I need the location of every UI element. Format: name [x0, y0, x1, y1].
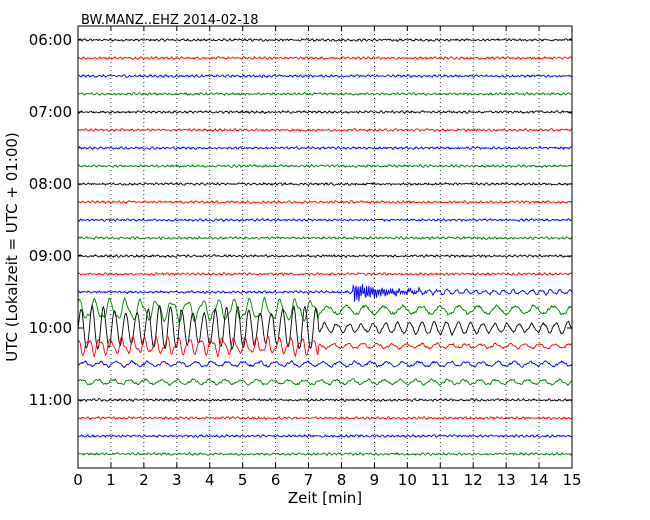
- x-tick-label: 7: [304, 471, 314, 489]
- trace-1045: [77, 377, 573, 387]
- trace-1000: [77, 303, 573, 351]
- trace-0830: [77, 217, 573, 223]
- x-tick-label: 14: [530, 471, 549, 489]
- plot-frame: [77, 25, 573, 469]
- trace-0700: [77, 109, 573, 115]
- x-tick-label: 9: [370, 471, 380, 489]
- x-tick-label: 8: [337, 471, 347, 489]
- x-tick-label: 4: [205, 471, 215, 489]
- trace-0645: [78, 91, 573, 97]
- x-tick-label: 2: [139, 471, 149, 489]
- trace-0815: [77, 199, 573, 205]
- trace-1145: [77, 451, 573, 457]
- x-tick-label: 5: [238, 471, 248, 489]
- x-tick-label: 6: [271, 471, 281, 489]
- x-tick-label: 0: [73, 471, 83, 489]
- x-tick-label: 3: [172, 471, 182, 489]
- y-axis-ticks: 06:00 07:00 08:00 09:00 10:00 11:00: [29, 31, 572, 409]
- trace-0630: [77, 73, 573, 79]
- trace-0945: [77, 296, 573, 323]
- vertical-grid-lines: [110, 26, 540, 468]
- seismic-traces: [77, 37, 573, 457]
- trace-0930: [77, 283, 573, 302]
- trace-0745: [77, 163, 573, 169]
- x-axis-ticks: 0 1 2 3 4 5 6 7 8 9 10 11 12 13 14 15: [73, 26, 582, 489]
- chart-title: BW.MANZ..EHZ 2014-02-18: [81, 13, 259, 28]
- trace-0615: [77, 55, 573, 61]
- x-tick-label: 11: [431, 471, 450, 489]
- x-axis-label: Zeit [min]: [288, 489, 362, 507]
- x-tick-label: 12: [464, 471, 483, 489]
- x-tick-label: 15: [562, 471, 581, 489]
- y-axis-label: UTC (Lokalzeit = UTC + 01:00): [3, 132, 21, 362]
- y-tick-label: 08:00: [29, 175, 72, 193]
- trace-0600: [77, 37, 573, 43]
- trace-1100: [77, 397, 573, 403]
- trace-0915: [77, 271, 573, 277]
- trace-1130: [77, 433, 573, 439]
- trace-0800: [77, 181, 573, 187]
- x-tick-label: 13: [497, 471, 516, 489]
- y-tick-label: 06:00: [29, 31, 72, 49]
- trace-1015: [77, 334, 573, 358]
- trace-0845: [77, 235, 573, 241]
- x-tick-label: 10: [398, 471, 417, 489]
- y-tick-label: 09:00: [29, 247, 72, 265]
- trace-1030: [77, 360, 573, 369]
- trace-0730: [77, 145, 573, 151]
- y-tick-label: 11:00: [29, 391, 72, 409]
- y-tick-label: 10:00: [29, 319, 72, 337]
- y-tick-label: 07:00: [29, 103, 72, 121]
- trace-0900: [77, 253, 573, 259]
- trace-0715: [77, 127, 573, 133]
- x-tick-label: 1: [106, 471, 116, 489]
- trace-1115: [77, 415, 572, 421]
